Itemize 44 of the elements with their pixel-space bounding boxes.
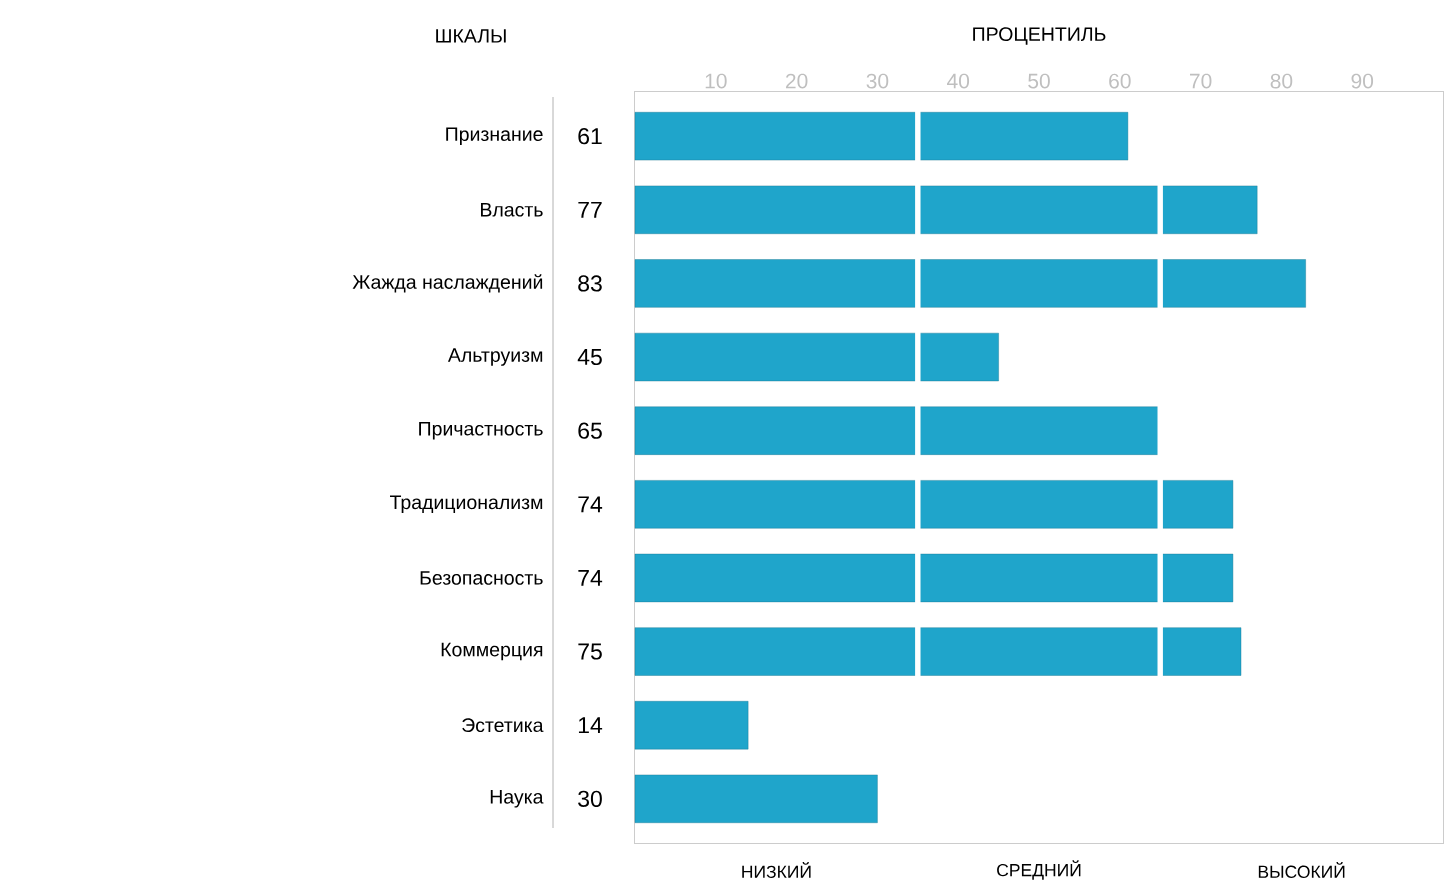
x-tick-label: 50 bbox=[1028, 73, 1050, 89]
x-tick-label: 20 bbox=[785, 73, 808, 89]
band-label: НИЗКИЙ bbox=[742, 862, 811, 878]
data-label: 45 bbox=[577, 349, 602, 366]
y-tick-label: Альтруизм bbox=[447, 348, 543, 366]
x-tick-label: 70 bbox=[1190, 73, 1212, 89]
y-tick-label: Жажда наслаждений bbox=[352, 274, 543, 293]
bar bbox=[634, 185, 1258, 234]
y-tick-label: Причастность bbox=[419, 421, 543, 440]
bar bbox=[634, 553, 1234, 603]
bar bbox=[634, 627, 1242, 676]
bar bbox=[634, 774, 878, 823]
y-axis-title: ШКАЛЫ bbox=[436, 29, 506, 43]
data-label: 74 bbox=[578, 570, 603, 586]
bar bbox=[634, 259, 1306, 308]
bar bbox=[634, 112, 1129, 161]
x-tick-label: 30 bbox=[866, 73, 889, 89]
bar bbox=[634, 332, 999, 382]
y-tick-label: Наука bbox=[490, 790, 544, 808]
x-axis-title: ПРОЦЕНТИЛЬ bbox=[973, 27, 1106, 45]
data-label: 30 bbox=[578, 790, 602, 807]
x-tick-label: 90 bbox=[1351, 73, 1374, 89]
y-tick-label: Коммерция bbox=[441, 642, 543, 661]
data-label: 77 bbox=[578, 201, 602, 218]
bar bbox=[634, 701, 749, 750]
y-tick-label: Традиционализм bbox=[390, 495, 543, 514]
band-label: СРЕДНИЙ bbox=[997, 860, 1081, 880]
y-tick-label: Власть bbox=[481, 203, 543, 217]
x-tick-label: 40 bbox=[947, 73, 970, 89]
data-label: 74 bbox=[578, 496, 603, 513]
y-tick-label: Безопасность bbox=[420, 571, 543, 585]
data-label: 65 bbox=[578, 422, 602, 439]
y-tick-label: Эстетика bbox=[462, 718, 544, 733]
band-label: ВЫСОКИЙ bbox=[1258, 862, 1345, 878]
x-tick-label: 80 bbox=[1270, 73, 1293, 89]
data-label: 14 bbox=[578, 717, 603, 734]
bar bbox=[634, 480, 1234, 529]
x-tick-label: 10 bbox=[705, 73, 727, 89]
x-tick-label: 60 bbox=[1109, 73, 1131, 89]
data-label: 61 bbox=[578, 128, 602, 145]
data-label: 83 bbox=[578, 275, 602, 292]
data-label: 75 bbox=[578, 643, 602, 660]
bar bbox=[634, 406, 1161, 455]
y-tick-label: Признание bbox=[446, 127, 543, 145]
